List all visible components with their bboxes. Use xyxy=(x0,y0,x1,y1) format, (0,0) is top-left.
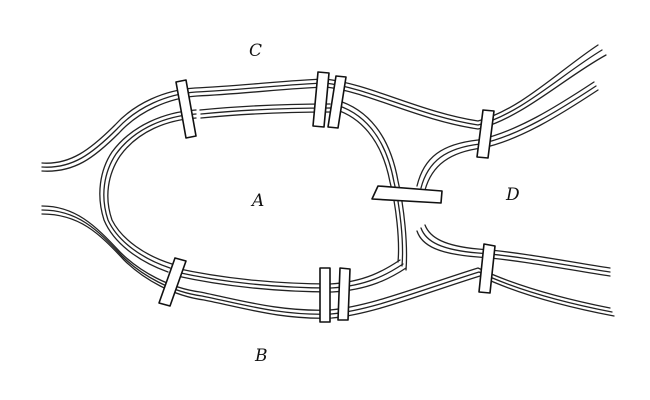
label-land-b: B xyxy=(254,346,268,366)
river-east-junction xyxy=(416,81,599,191)
bridge-4 xyxy=(476,109,495,159)
bridge-2 xyxy=(312,71,330,128)
bridge-6b xyxy=(337,267,351,321)
bridge-2b xyxy=(327,75,347,129)
bridge-6 xyxy=(319,267,331,323)
bridges xyxy=(158,71,496,323)
label-land-c: C xyxy=(249,41,262,61)
bridge-3 xyxy=(371,185,443,204)
bridge-5 xyxy=(158,257,187,307)
bridge-1 xyxy=(175,79,197,139)
label-land-a: A xyxy=(250,191,264,211)
river-north-arm xyxy=(41,44,607,273)
bridge-7 xyxy=(478,243,496,294)
label-land-d: D xyxy=(505,185,520,205)
